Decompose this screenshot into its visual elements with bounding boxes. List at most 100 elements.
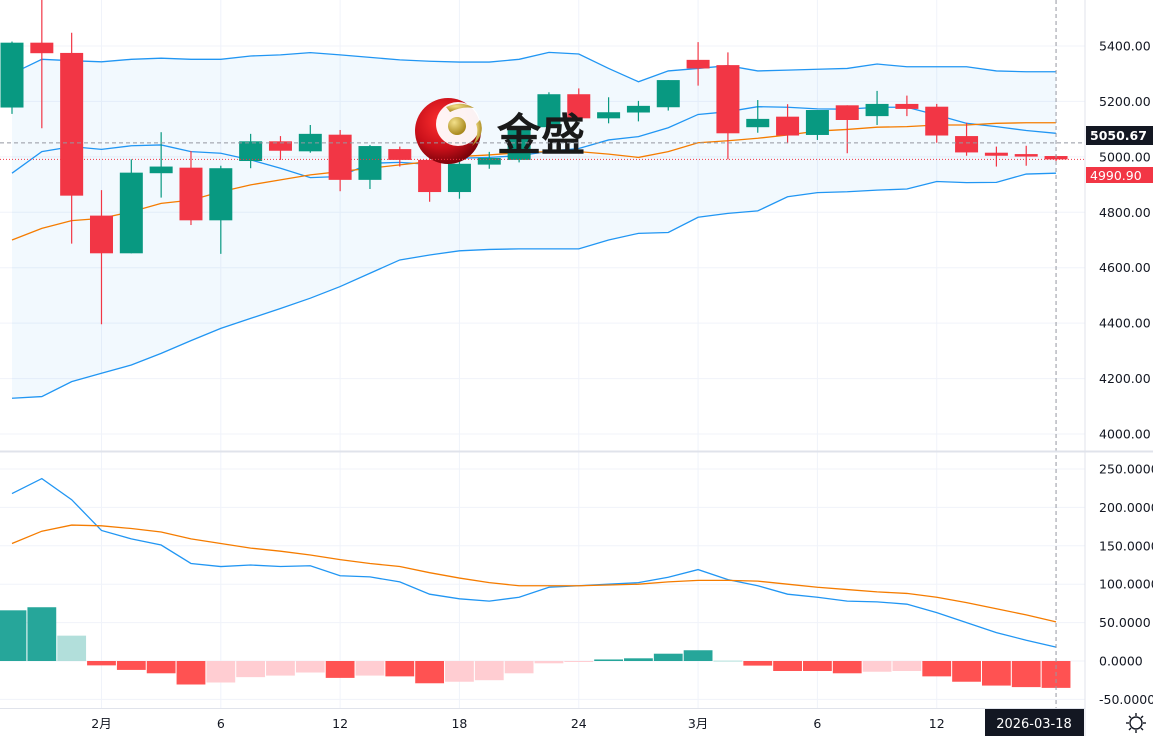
price-tick-label: 5400.00 (1099, 39, 1151, 54)
candle (418, 158, 442, 202)
histogram-bar (116, 661, 146, 670)
macd-tick-label: 150.0000 (1099, 538, 1153, 553)
time-axis[interactable]: 2月 6 12 18 24 3月 6 12 (91, 716, 944, 731)
price-axis[interactable]: 5400.00 5200.00 5000.00 4800.00 4600.00 4400.… (1099, 39, 1151, 442)
price-tick-label: 4800.00 (1099, 205, 1151, 220)
price-tick-label: 4400.00 (1099, 316, 1151, 331)
candle (1014, 145, 1038, 166)
histogram-bar (624, 658, 653, 661)
candle-body (626, 105, 650, 113)
candle-body (895, 103, 919, 109)
candle-body (984, 152, 1008, 156)
candle (328, 129, 352, 192)
signal-line (11, 524, 1057, 623)
candle (60, 32, 84, 244)
candle-body (746, 118, 770, 128)
histogram-bar (981, 661, 1011, 686)
histogram-bar (355, 661, 385, 676)
candle-body (60, 52, 84, 196)
candles (0, 0, 1068, 325)
candle (895, 95, 919, 117)
histogram-bar (176, 661, 206, 685)
time-tick-label: 24 (571, 716, 587, 731)
histogram-bar (773, 661, 802, 671)
candle-body (0, 42, 24, 108)
time-tick-label: 12 (929, 716, 945, 731)
candle-body (597, 112, 621, 119)
candle (447, 161, 471, 199)
histogram-bar (1011, 661, 1041, 688)
price-axis-bg (1085, 0, 1153, 736)
histogram-bar (415, 661, 445, 684)
last-price-label: 4990.90 (1086, 167, 1153, 183)
candle-body (149, 166, 173, 174)
bollinger-lower-line (11, 172, 1057, 399)
histogram-bar (713, 660, 743, 662)
logo-gold-ball-icon (448, 117, 466, 135)
histogram-bar (474, 661, 504, 681)
candle-body (30, 42, 54, 54)
candle-body (89, 215, 113, 254)
crosshair-price-label: 5050.67 (1086, 126, 1153, 145)
candle-body (358, 146, 382, 180)
crosshair (0, 0, 1085, 708)
price-tick-label: 4600.00 (1099, 260, 1151, 275)
macd-axis[interactable]: 250.0000 200.0000 150.0000 100.0000 50.0000 0… (1099, 462, 1153, 707)
price-tick-label: 5000.00 (1099, 149, 1151, 164)
macd-lines (11, 477, 1057, 648)
crosshair-date-text: 2026-03-18 (996, 717, 1072, 732)
histogram-bar (892, 661, 922, 671)
histogram-bar (922, 661, 952, 677)
candle (119, 159, 143, 254)
histogram-bar (683, 650, 713, 661)
time-tick-label: 6 (217, 716, 225, 731)
histogram-bar (594, 659, 623, 661)
histogram-bar (236, 661, 266, 678)
macd-histogram (0, 607, 1071, 688)
histogram-bar (266, 661, 295, 676)
candle-body (507, 128, 531, 160)
crosshair-date-label: 2026-03-18 (985, 709, 1084, 736)
candle (0, 41, 24, 114)
last-price-text: 4990.90 (1090, 168, 1142, 183)
crosshair-price-text: 5050.67 (1090, 128, 1147, 143)
candle-body (925, 106, 949, 136)
logo-text: 金盛 (496, 110, 585, 161)
candle (537, 92, 561, 128)
bollinger-upper-line (11, 51, 1057, 83)
time-tick-label: 3月 (688, 716, 708, 731)
candle-body (686, 59, 710, 69)
candle-body (447, 163, 471, 193)
histogram-bar (832, 661, 862, 674)
time-tick-label: 18 (451, 716, 467, 731)
grid (0, 0, 1085, 708)
price-tick-label: 4000.00 (1099, 426, 1151, 441)
price-tick-label: 4200.00 (1099, 371, 1151, 386)
macd-tick-label: 100.0000 (1099, 577, 1153, 592)
candle-body (328, 134, 352, 180)
histogram-bar (27, 607, 57, 661)
macd-tick-label: 0.0000 (1099, 654, 1143, 669)
sun-gear-icon[interactable] (1126, 713, 1146, 733)
histogram-bar (146, 661, 176, 674)
macd-line (11, 477, 1057, 648)
candle-body (955, 136, 979, 153)
time-tick-label: 12 (332, 716, 348, 731)
candle-body (835, 105, 859, 120)
candle (626, 100, 650, 122)
candle-body (119, 172, 143, 254)
candle-body (656, 80, 680, 108)
candle (746, 100, 770, 133)
candle (776, 104, 800, 144)
histogram-bar (564, 661, 594, 662)
candle (30, 0, 54, 129)
histogram-bar (534, 661, 564, 664)
histogram-bar (862, 661, 892, 672)
candle (268, 136, 292, 160)
candle-body (805, 110, 829, 135)
histogram-bar (0, 610, 27, 661)
candle (865, 90, 889, 125)
candle-body (239, 141, 263, 162)
candle (239, 133, 263, 169)
